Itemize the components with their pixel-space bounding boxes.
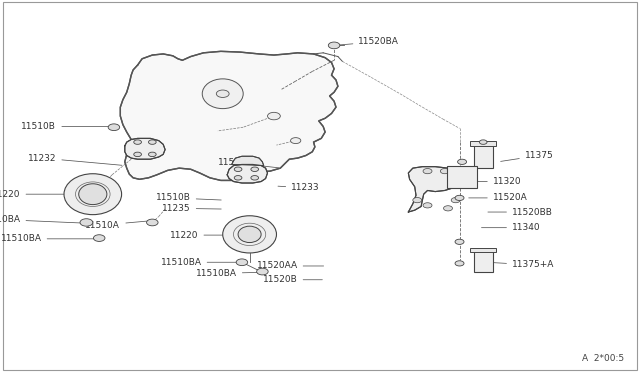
Text: 11375+A: 11375+A [489,260,554,269]
Bar [447,166,477,188]
Circle shape [93,235,105,241]
Circle shape [423,169,432,174]
Text: 11320: 11320 [475,177,522,186]
Circle shape [440,169,449,174]
Text: 11510BA: 11510BA [1,234,97,243]
Circle shape [413,198,422,203]
Ellipse shape [223,216,276,253]
Circle shape [134,140,141,144]
Circle shape [444,206,452,211]
Circle shape [134,152,141,157]
Circle shape [458,159,467,164]
Polygon shape [232,156,264,166]
Circle shape [455,261,464,266]
Circle shape [455,195,464,201]
Text: 11510BA: 11510BA [0,215,84,224]
Circle shape [108,124,120,131]
Text: 11340: 11340 [481,223,541,232]
Text: 11510BA: 11510BA [196,269,260,278]
Polygon shape [227,164,268,183]
Text: 11520AA: 11520AA [257,262,324,270]
Ellipse shape [79,184,107,205]
Circle shape [291,138,301,144]
Text: 11520B: 11520B [263,275,323,284]
Bar [474,143,493,168]
Bar [470,141,496,146]
Text: 11232: 11232 [28,154,122,165]
Text: 11220: 11220 [170,231,233,240]
Text: 11520BA: 11520BA [337,37,399,46]
Circle shape [455,239,464,244]
Circle shape [251,167,259,171]
Text: 11520BB: 11520BB [488,208,553,217]
Circle shape [147,219,158,226]
Circle shape [234,167,242,171]
Circle shape [257,268,268,275]
Text: 11510B: 11510B [22,122,111,131]
Circle shape [423,203,432,208]
Text: 11375: 11375 [500,151,554,161]
Circle shape [268,112,280,120]
Bar [470,248,496,252]
Circle shape [216,90,229,97]
Text: 11235: 11235 [162,204,221,213]
Ellipse shape [64,174,122,215]
Circle shape [479,140,487,144]
Circle shape [148,140,156,144]
Text: A  2*00:5: A 2*00:5 [582,354,624,363]
Polygon shape [408,167,462,212]
Circle shape [234,176,242,180]
Circle shape [451,198,460,203]
Text: 11510A: 11510A [86,221,154,230]
Text: 11510B: 11510B [156,193,221,202]
Text: 11233: 11233 [278,183,320,192]
Circle shape [328,42,340,49]
Circle shape [251,176,259,180]
Text: 11510A: 11510A [218,158,279,168]
Circle shape [80,219,93,226]
Polygon shape [125,138,165,159]
Circle shape [148,152,156,157]
Text: 11520A: 11520A [468,193,527,202]
Text: 11510BA: 11510BA [161,258,237,267]
Ellipse shape [202,79,243,109]
Circle shape [451,176,460,181]
Text: 11220: 11220 [0,190,87,199]
Circle shape [236,259,248,266]
Ellipse shape [238,226,261,243]
Bar [474,249,493,272]
Polygon shape [120,51,338,180]
